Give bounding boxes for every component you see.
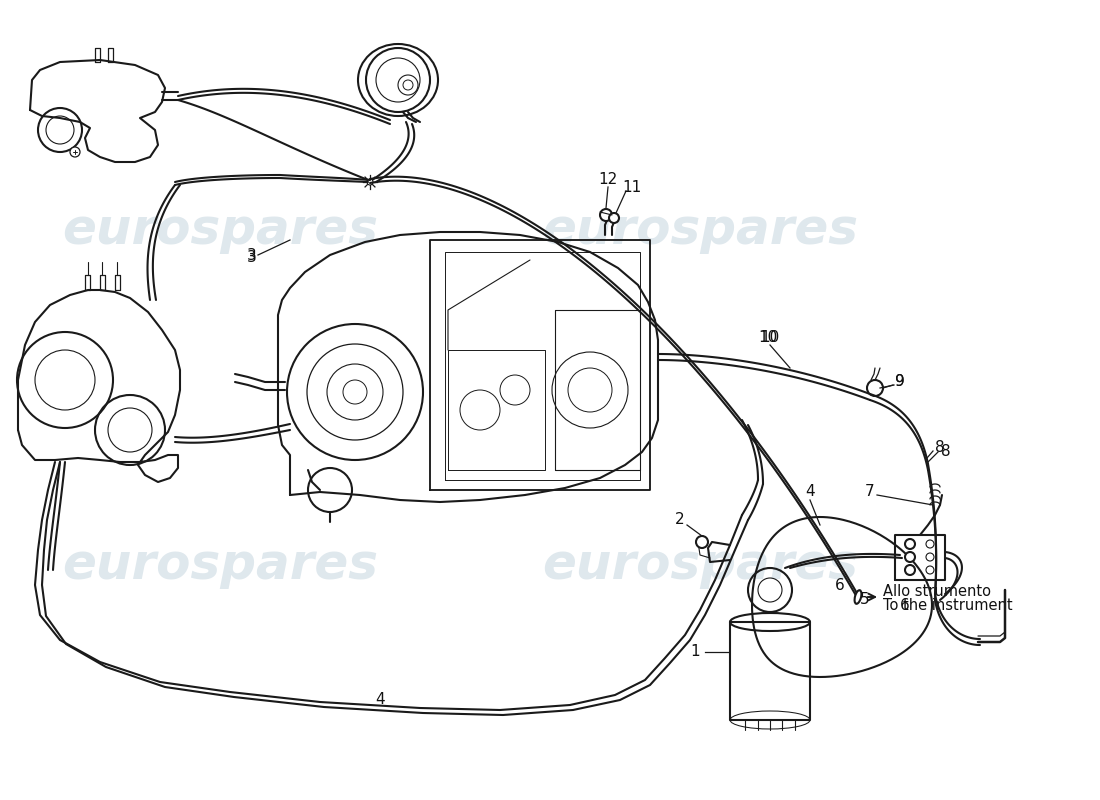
Text: 2: 2 <box>675 513 685 527</box>
Circle shape <box>70 147 80 157</box>
Text: 11: 11 <box>623 179 641 194</box>
Text: 9: 9 <box>895 374 905 390</box>
Text: 8: 8 <box>942 445 950 459</box>
Circle shape <box>600 209 612 221</box>
Circle shape <box>367 179 373 185</box>
Text: 10: 10 <box>758 330 778 346</box>
Circle shape <box>905 539 915 549</box>
Text: 5: 5 <box>860 593 870 607</box>
Circle shape <box>926 566 934 574</box>
Circle shape <box>905 552 915 562</box>
Circle shape <box>867 380 883 396</box>
Circle shape <box>609 213 619 223</box>
Ellipse shape <box>855 590 861 604</box>
Circle shape <box>926 553 934 561</box>
Text: 1: 1 <box>690 645 700 659</box>
Text: Allo strumento: Allo strumento <box>883 583 991 598</box>
Circle shape <box>905 565 915 575</box>
Text: 7: 7 <box>866 485 874 499</box>
Text: eurospares: eurospares <box>542 541 858 589</box>
Circle shape <box>696 536 708 548</box>
Text: 3: 3 <box>248 250 257 266</box>
Text: eurospares: eurospares <box>542 206 858 254</box>
Text: 4: 4 <box>805 485 815 499</box>
Circle shape <box>926 540 934 548</box>
Text: 10: 10 <box>760 330 780 346</box>
Text: 12: 12 <box>598 173 617 187</box>
Text: eurospares: eurospares <box>62 541 378 589</box>
Text: 6: 6 <box>900 598 910 613</box>
Text: 3: 3 <box>248 247 257 262</box>
Text: 9: 9 <box>895 374 905 390</box>
Text: 8: 8 <box>935 441 945 455</box>
Text: 6: 6 <box>835 578 845 593</box>
Text: eurospares: eurospares <box>62 206 378 254</box>
Text: 4: 4 <box>375 693 385 707</box>
Text: To the instrument: To the instrument <box>883 598 1013 613</box>
